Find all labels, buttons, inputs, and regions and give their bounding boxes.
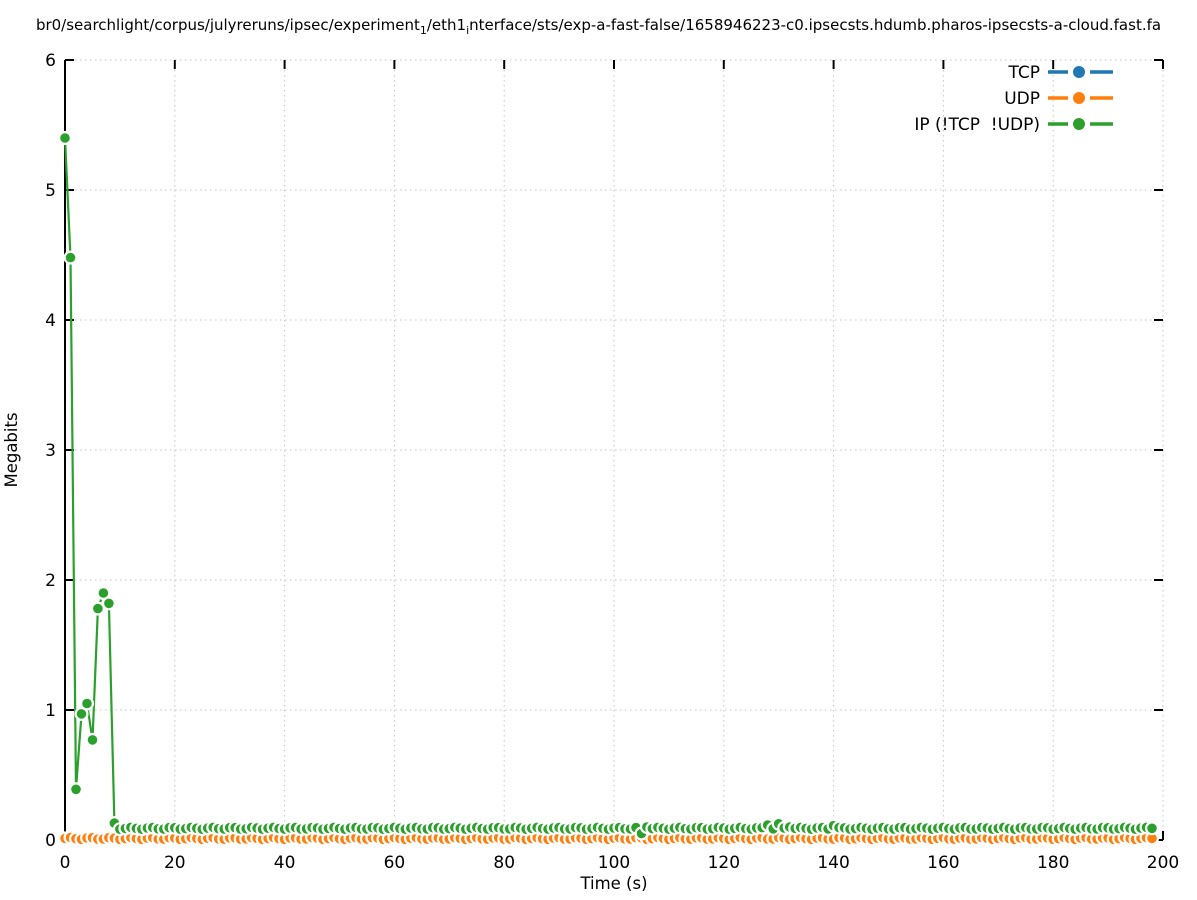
x-tick-label: 160	[927, 853, 959, 873]
title-subscript-1: 1	[419, 24, 427, 37]
y-tick-label: 4	[45, 311, 56, 331]
title-text-3: nterface/sts/exp-a-fast-false/1658946223…	[469, 16, 1162, 34]
data-point	[98, 588, 109, 598]
x-axis-label: Time (s)	[579, 874, 647, 893]
series-ip-tcp-udp	[58, 131, 1159, 841]
data-point	[93, 603, 103, 614]
chart-title: br0/searchlight/corpus/julyreruns/ipsec/…	[36, 16, 1161, 37]
title-text-1: br0/searchlight/corpus/julyreruns/ipsec/…	[35, 16, 420, 34]
data-point	[71, 784, 81, 795]
y-tick-label: 3	[45, 441, 56, 461]
x-tick-label: 180	[1037, 853, 1069, 873]
data-point	[1147, 823, 1157, 834]
x-tick-label: 80	[493, 853, 515, 873]
data-point	[104, 598, 114, 609]
x-tick-label: 120	[708, 853, 740, 873]
legend-label: UDP	[1004, 89, 1040, 109]
y-axis-label: Megabits	[2, 412, 21, 487]
data-point	[60, 133, 70, 143]
data-point	[82, 698, 92, 709]
y-tick-label: 0	[45, 831, 56, 851]
y-tick-label: 6	[45, 51, 56, 71]
data-point	[65, 252, 76, 263]
legend-entry-ip-tcp-udp: IP (!TCP !UDP)	[914, 115, 1113, 135]
tick-labels: 0 20 40 60 80 100 120 140 160 180 200 0 1 2 3 4 5 6	[45, 51, 1179, 873]
y-tick-label: 5	[45, 181, 56, 201]
x-tick-label: 40	[274, 853, 296, 873]
x-tick-label: 140	[817, 853, 849, 873]
legend-point-sample	[1073, 92, 1085, 104]
legend: TCP UDP IP (!TCP !UDP)	[914, 63, 1113, 135]
legend-entry-tcp: TCP	[1007, 63, 1113, 83]
x-tick-label: 100	[598, 853, 630, 873]
legend-point-sample	[1073, 118, 1085, 130]
legend-point-sample	[1073, 66, 1085, 78]
x-tick-label: 200	[1147, 853, 1179, 873]
x-tick-label: 60	[384, 853, 406, 873]
title-text-2: /eth1	[426, 16, 467, 34]
data-point	[76, 709, 87, 719]
grid	[65, 59, 1164, 840]
y-tick-label: 1	[45, 701, 56, 721]
legend-label: IP (!TCP !UDP)	[914, 115, 1040, 135]
x-tick-label: 0	[60, 853, 71, 873]
y-tick-label: 2	[45, 571, 56, 591]
title-subscript-2: i	[466, 24, 470, 37]
x-tick-label: 20	[164, 853, 186, 873]
legend-label: TCP	[1007, 63, 1040, 83]
series-line-ip-tcp-udp	[63, 137, 1153, 835]
data-point	[1147, 833, 1157, 844]
legend-entry-udp: UDP	[1004, 89, 1113, 109]
data-point	[87, 735, 98, 745]
